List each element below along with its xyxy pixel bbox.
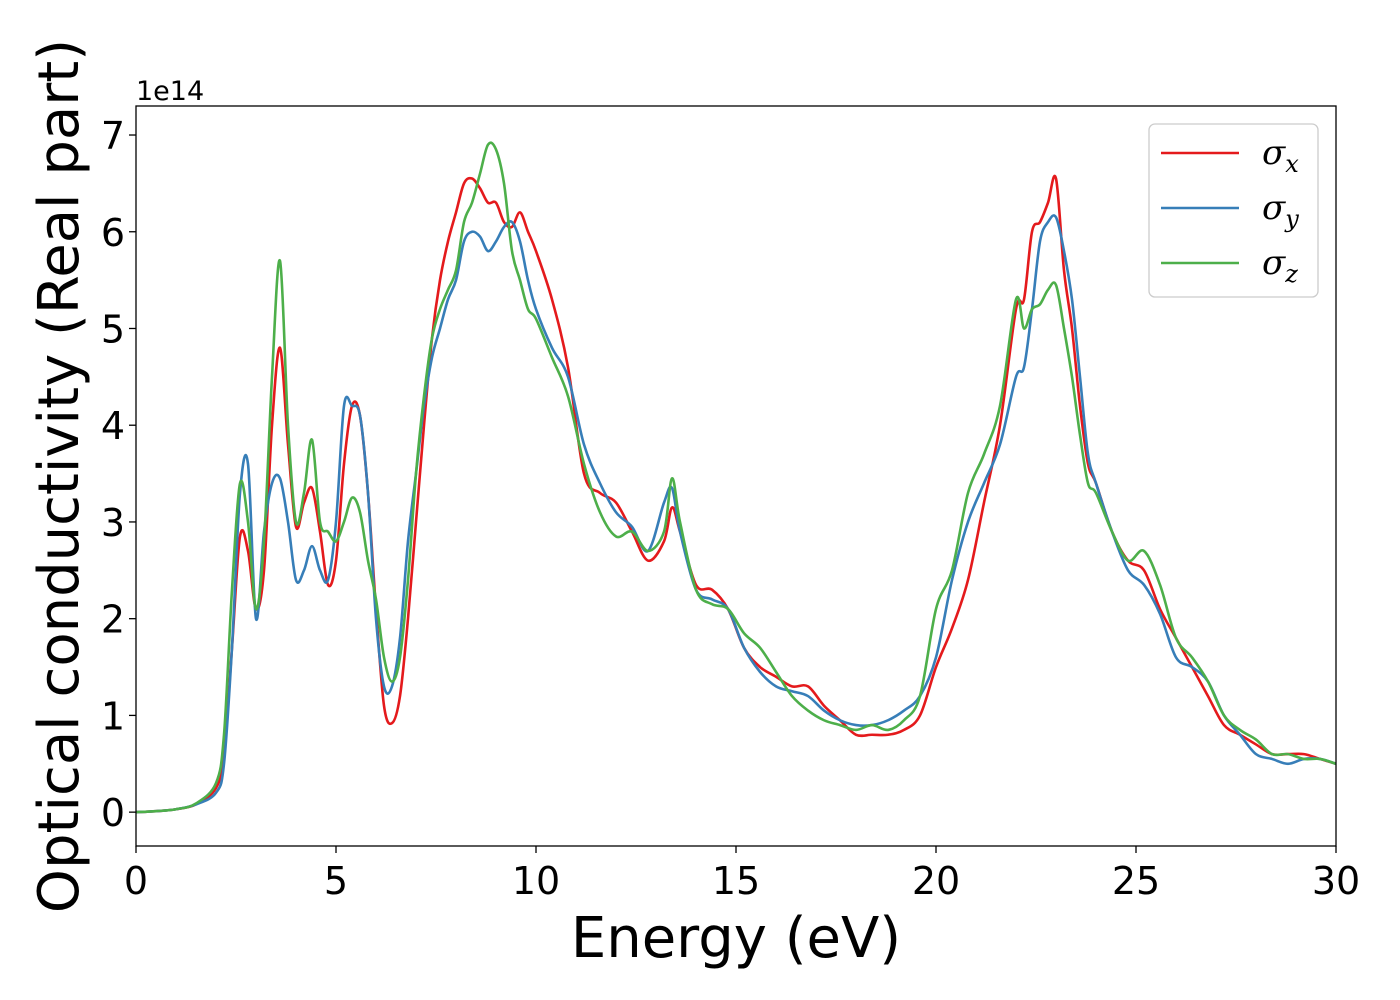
y-tick-label: 0 <box>101 791 125 835</box>
y-axis-ticks: 0 1 2 3 4 5 6 7 <box>101 114 136 835</box>
x-axis-ticks: 0 5 10 15 20 25 30 <box>124 846 1360 903</box>
y-tick-label: 7 <box>101 114 125 158</box>
legend-box <box>1148 123 1319 298</box>
x-tick-label: 30 <box>1312 859 1360 903</box>
series-line-z <box>136 141 1336 814</box>
y-offset-label: 1e14 <box>136 76 204 107</box>
y-tick-label: 4 <box>101 404 125 448</box>
x-tick-label: 15 <box>712 859 760 903</box>
series-line-x <box>136 174 1336 814</box>
legend-subscript: y <box>1284 205 1299 233</box>
y-tick-label: 3 <box>101 501 125 545</box>
x-tick-label: 5 <box>324 859 348 903</box>
series-lines <box>136 141 1336 814</box>
x-tick-label: 0 <box>124 859 148 903</box>
y-axis-title: Optical conductivity (Real part) <box>27 39 92 913</box>
legend-label-y: σy <box>1262 188 1299 233</box>
x-tick-label: 10 <box>512 859 560 903</box>
legend-label-z: σz <box>1262 243 1298 288</box>
legend-symbol: σ <box>1262 133 1286 173</box>
x-tick-label: 25 <box>1112 859 1160 903</box>
y-tick-label: 5 <box>101 307 125 351</box>
legend-symbol: σ <box>1262 243 1286 283</box>
x-tick-label: 20 <box>912 859 960 903</box>
y-tick-label: 1 <box>101 694 125 738</box>
x-axis-title: Energy (eV) <box>571 906 901 971</box>
y-tick-label: 2 <box>101 598 125 642</box>
y-tick-label: 6 <box>101 211 125 255</box>
legend-subscript: z <box>1284 260 1298 288</box>
legend-label-x: σx <box>1262 133 1299 178</box>
series-line-y <box>136 214 1336 814</box>
legend-symbol: σ <box>1262 188 1286 228</box>
legend-subscript: x <box>1285 150 1299 178</box>
